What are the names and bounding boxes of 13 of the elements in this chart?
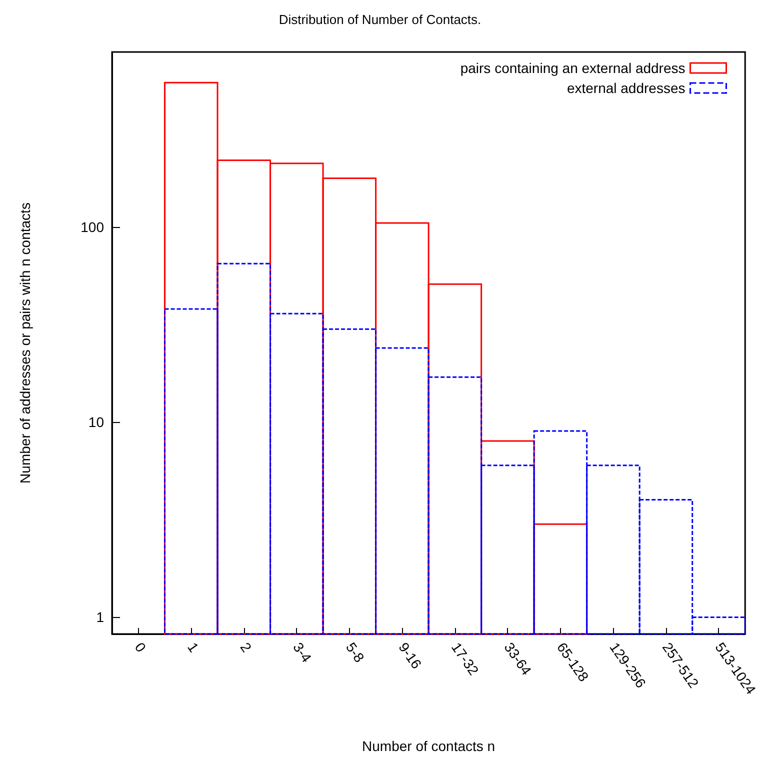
- x-tick-label: 3-4: [290, 639, 315, 666]
- x-tick-label: 5-8: [342, 639, 368, 666]
- x-tick-label: 1: [184, 639, 202, 656]
- legend-label: pairs containing an external address: [460, 60, 686, 76]
- y-tick-label: 100: [80, 219, 104, 236]
- x-axis-title: Number of contacts n: [362, 738, 496, 754]
- x-tick-label: 0: [132, 639, 150, 656]
- y-tick-label: 10: [88, 414, 104, 430]
- y-axis-title: Number of addresses or pairs with n contacts: [17, 202, 33, 484]
- y-tick-label: 1: [96, 609, 104, 626]
- legend-label: external addresses: [566, 80, 686, 96]
- chart-title: Distribution of Number of Contacts.: [278, 12, 482, 27]
- x-tick-label: 2: [237, 639, 256, 656]
